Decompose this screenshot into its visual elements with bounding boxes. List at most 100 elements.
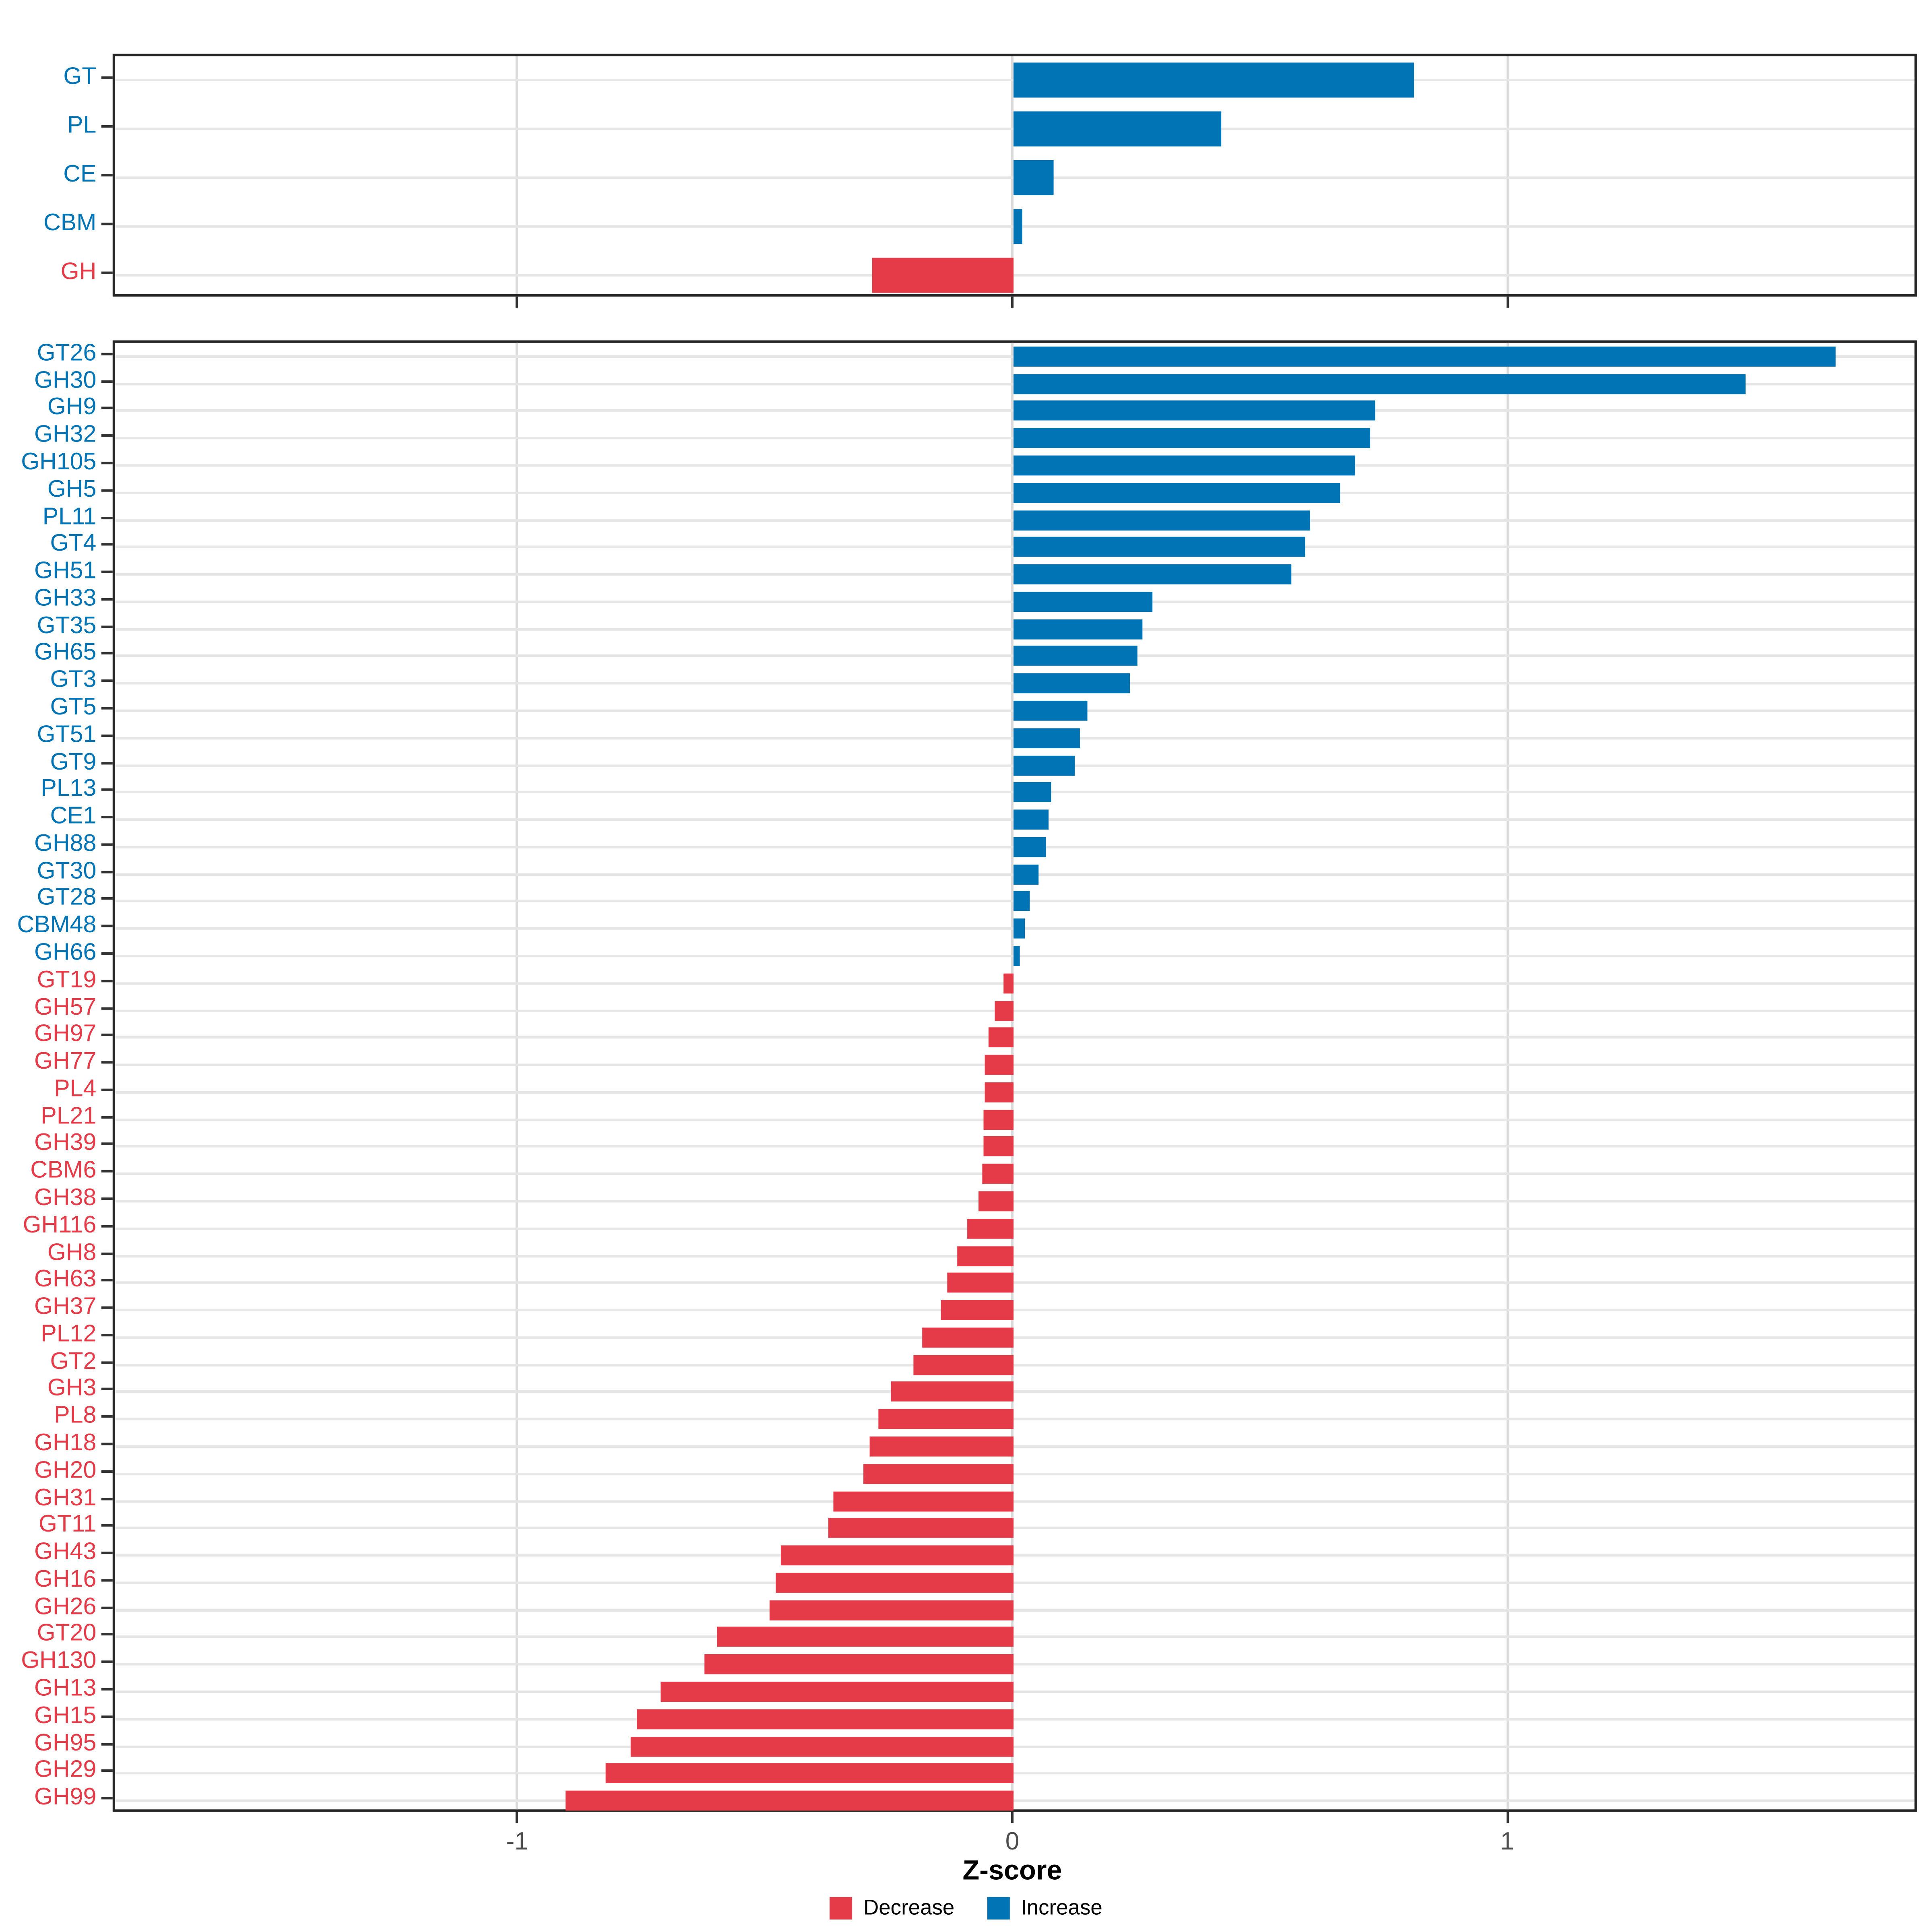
row-gridline [115,1418,1915,1421]
bar-GT28 [1013,891,1030,912]
bar-GH51 [1013,564,1291,585]
bar-GH77 [985,1055,1014,1075]
row-gridline [115,1636,1915,1639]
bar-GH5 [1013,483,1340,503]
legend-swatch-increase [987,1897,1010,1920]
y-axis-label-GH31: GH31 [34,1484,97,1511]
y-axis-label-GH51: GH51 [34,558,97,585]
bar-GH95 [630,1736,1014,1757]
row-gridline [115,1527,1915,1530]
row-gridline [115,1608,1915,1612]
bar-GT5 [1013,700,1088,721]
y-tick-CBM [101,222,113,225]
bar-GT3 [1013,673,1130,694]
bar-GH63 [947,1273,1014,1293]
y-tick-GH33 [101,598,113,601]
y-axis-label-GH105: GH105 [21,449,97,476]
y-tick-GH105 [101,462,113,464]
bar-GH3 [891,1382,1014,1402]
bar-GH88 [1013,837,1046,857]
x-tick-label-1: 1 [1500,1828,1515,1856]
y-tick-GH88 [101,843,113,846]
y-tick-GH8 [101,1252,113,1255]
row-gridline [115,1799,1915,1802]
row-gridline [115,1554,1915,1557]
y-tick-GH130 [101,1661,113,1664]
bar-GT11 [828,1518,1014,1538]
x-axis-title: Z-score [962,1854,1062,1886]
y-axis-label-GH18: GH18 [34,1430,97,1457]
y-axis-label-GH65: GH65 [34,640,97,667]
row-gridline [115,1172,1915,1175]
y-axis-label-PL11: PL11 [42,504,97,530]
y-tick-GT28 [101,898,113,900]
bar-PL4 [985,1082,1014,1102]
y-tick-GH57 [101,1007,113,1009]
major-gridline-x0 [1011,56,1014,294]
y-tick-GH99 [101,1797,113,1800]
y-tick-GT35 [101,625,113,628]
y-axis-label-GT35: GT35 [37,613,97,639]
bar-PL11 [1013,510,1311,530]
y-axis-label-GT2: GT2 [50,1348,97,1375]
row-gridline [115,982,1915,985]
bar-GT4 [1013,537,1306,557]
bar-CBM6 [982,1164,1014,1184]
y-axis-label-GH16: GH16 [34,1566,97,1593]
y-tick-GH63 [101,1279,113,1282]
y-tick-PL13 [101,788,113,791]
row-gridline [115,1772,1915,1775]
major-gridline-x1 [1506,343,1509,1810]
row-gridline [115,1254,1915,1257]
bar-GT [1013,63,1415,98]
y-tick-GH77 [101,1061,113,1064]
y-axis-label-CBM48: CBM48 [17,912,97,939]
bar-GH105 [1013,455,1355,476]
y-tick-CE [101,174,113,177]
y-tick-GT11 [101,1524,113,1527]
y-tick-GH95 [101,1742,113,1745]
bar-CBM48 [1013,919,1026,939]
y-tick-GH18 [101,1443,113,1445]
y-axis-label-GT9: GT9 [50,749,97,776]
y-axis-label-GT4: GT4 [50,531,97,557]
bar-GH33 [1013,592,1152,612]
x-tick-0 [1011,296,1014,308]
bar-GT2 [913,1354,1014,1375]
bar-GH18 [870,1436,1014,1457]
y-axis-label-PL21: PL21 [41,1103,97,1130]
y-axis-label-GH97: GH97 [34,1021,97,1048]
row-gridline [115,273,1915,276]
y-axis-label-GH3: GH3 [47,1375,97,1402]
y-axis-label-PL4: PL4 [54,1076,97,1102]
y-axis-label-CE: CE [63,161,97,188]
legend-swatch-decrease [830,1897,852,1920]
y-axis-label-GH33: GH33 [34,585,97,612]
y-axis-label-GH32: GH32 [34,422,97,448]
y-tick-GH39 [101,1143,113,1146]
bar-GH130 [704,1654,1014,1675]
bar-GH8 [958,1245,1014,1266]
major-gridline-x-1 [516,343,519,1810]
bar-GT35 [1013,619,1142,639]
y-axis-label-PL13: PL13 [41,776,97,803]
y-axis-label-GH37: GH37 [34,1294,97,1321]
y-tick-GH116 [101,1224,113,1228]
y-tick-GH20 [101,1470,113,1473]
bar-GH65 [1013,646,1137,667]
row-gridline [115,1717,1915,1720]
row-gridline [115,1690,1915,1693]
y-axis-label-GH66: GH66 [34,939,97,966]
y-axis-label-GH130: GH130 [21,1648,97,1675]
bar-GH66 [1013,946,1020,966]
y-tick-GT4 [101,543,113,546]
y-axis-label-GT19: GT19 [37,967,97,993]
bar-GT26 [1013,346,1835,367]
y-axis-label-GH20: GH20 [34,1457,97,1484]
bar-GT19 [1003,973,1014,993]
y-axis-label-GH26: GH26 [34,1593,97,1620]
bar-GH116 [967,1218,1014,1238]
y-axis-label-GH8: GH8 [47,1239,97,1266]
y-tick-GH43 [101,1552,113,1554]
y-axis-label-GT3: GT3 [50,667,97,694]
